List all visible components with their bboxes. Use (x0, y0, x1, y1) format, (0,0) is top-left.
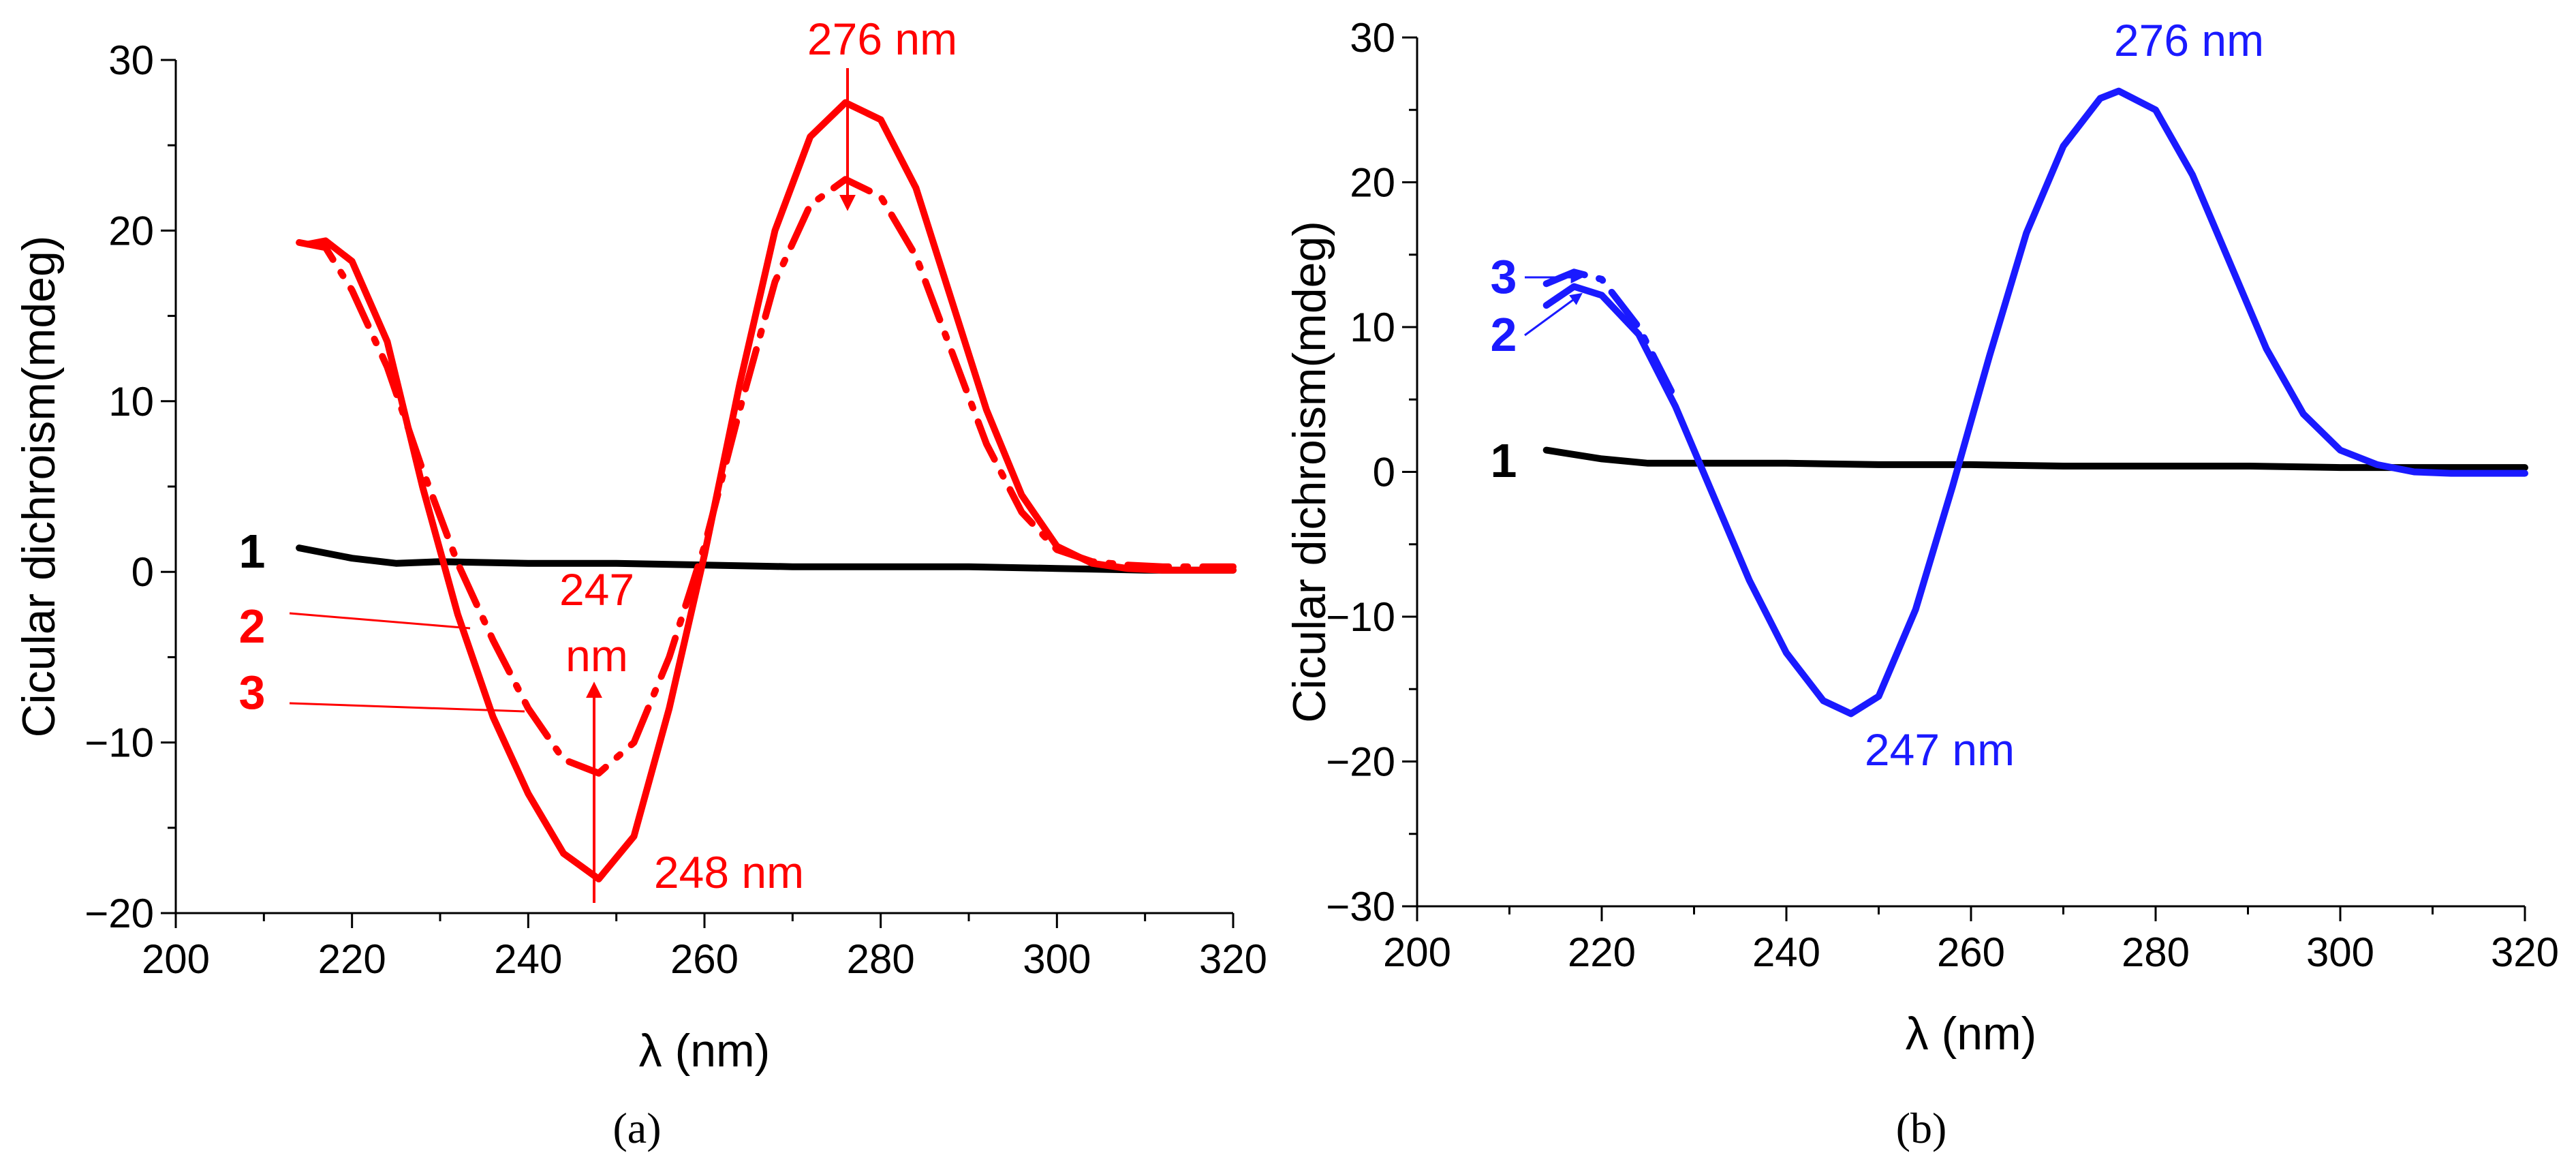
y-tick-label-b: 0 (1373, 450, 1395, 495)
panel-b-annotations: 276 nm 247 nm 1 2 3 (b) (1491, 15, 2265, 1152)
panel-a-chart: 200 220 240 260 280 300 320 −20 −10 0 10 20 30 λ (nm)… (13, 37, 1267, 1077)
pointer-line-2-b (1524, 292, 1583, 337)
annotation-276nm-a: 276 nm (807, 14, 957, 64)
y-tick-label-b: 10 (1350, 305, 1395, 350)
x-tick-label-a: 260 (670, 936, 739, 982)
annotation-nm-a: nm (565, 630, 628, 681)
y-tick-label-a: 0 (131, 549, 154, 595)
series-2-line-a (305, 99, 1237, 882)
x-tick-label-b: 260 (1937, 929, 2005, 975)
curve-label-1-b: 1 (1491, 434, 1517, 487)
x-tick-label-b: 240 (1752, 929, 1820, 975)
panel-b-chart: 200 220 240 260 280 300 320 −30 −20 −10 0 10 20 30 λ (… (1284, 15, 2559, 1060)
y-tick-label-b: 30 (1350, 15, 1395, 61)
x-tick-label-b: 320 (2491, 929, 2559, 975)
y-tick-label-a: 20 (108, 208, 154, 253)
x-tick-label-a: 300 (1023, 936, 1091, 982)
pointer-line-2-a (289, 612, 471, 630)
y-tick-label-b: −30 (1326, 884, 1395, 929)
curve-label-3-a: 3 (239, 666, 266, 719)
series-3-line-b (1542, 268, 1679, 403)
pointer-line-3-a (289, 702, 525, 713)
curve-label-3-b: 3 (1491, 250, 1517, 303)
series-3-line-a (296, 176, 1237, 777)
curve-label-2-b: 2 (1491, 308, 1517, 361)
y-tick-label-b: 20 (1350, 160, 1395, 206)
y-tick-label-a: −20 (84, 891, 154, 936)
x-tick-label-a: 200 (142, 936, 210, 982)
panel-a-annotations: 276 nm 247 nm 248 nm 1 2 3 (a) (239, 14, 958, 1152)
series-2-line-b (1542, 87, 2528, 718)
y-tick-label-b: −20 (1326, 739, 1395, 785)
x-tick-label-a: 240 (494, 936, 562, 982)
panel-label-a: (a) (612, 1104, 661, 1152)
series-1-line-b (1542, 446, 2528, 472)
x-tick-label-b: 200 (1383, 929, 1451, 975)
annotation-247nm-b: 247 nm (1865, 724, 2015, 775)
y-axis-title-a: Cicular dichroism(mdeg) (13, 236, 65, 738)
x-axis-title-b: λ (nm) (1906, 1008, 2037, 1060)
panel-label-b: (b) (1896, 1104, 1947, 1152)
y-tick-label-a: −10 (84, 720, 154, 766)
x-tick-label-a: 280 (847, 936, 915, 982)
annotation-247-a: 247 (559, 564, 634, 615)
annotation-248nm-a: 248 nm (654, 847, 804, 897)
y-axis-title-b: Cicular dichroism(mdeg) (1284, 221, 1335, 723)
curve-label-2-a: 2 (239, 600, 266, 653)
y-tick-label-a: 10 (108, 379, 154, 425)
y-tick-label-b: −10 (1326, 594, 1395, 640)
x-axis-title-a: λ (nm) (639, 1025, 771, 1077)
x-tick-label-b: 300 (2306, 929, 2374, 975)
x-tick-label-b: 220 (1568, 929, 1636, 975)
x-tick-label-a: 320 (1199, 936, 1267, 982)
annotation-276nm-b: 276 nm (2114, 15, 2264, 65)
x-tick-label-a: 220 (318, 936, 386, 982)
x-tick-label-b: 280 (2122, 929, 2190, 975)
y-tick-label-a: 30 (108, 37, 154, 83)
curve-label-1-a: 1 (239, 525, 266, 578)
